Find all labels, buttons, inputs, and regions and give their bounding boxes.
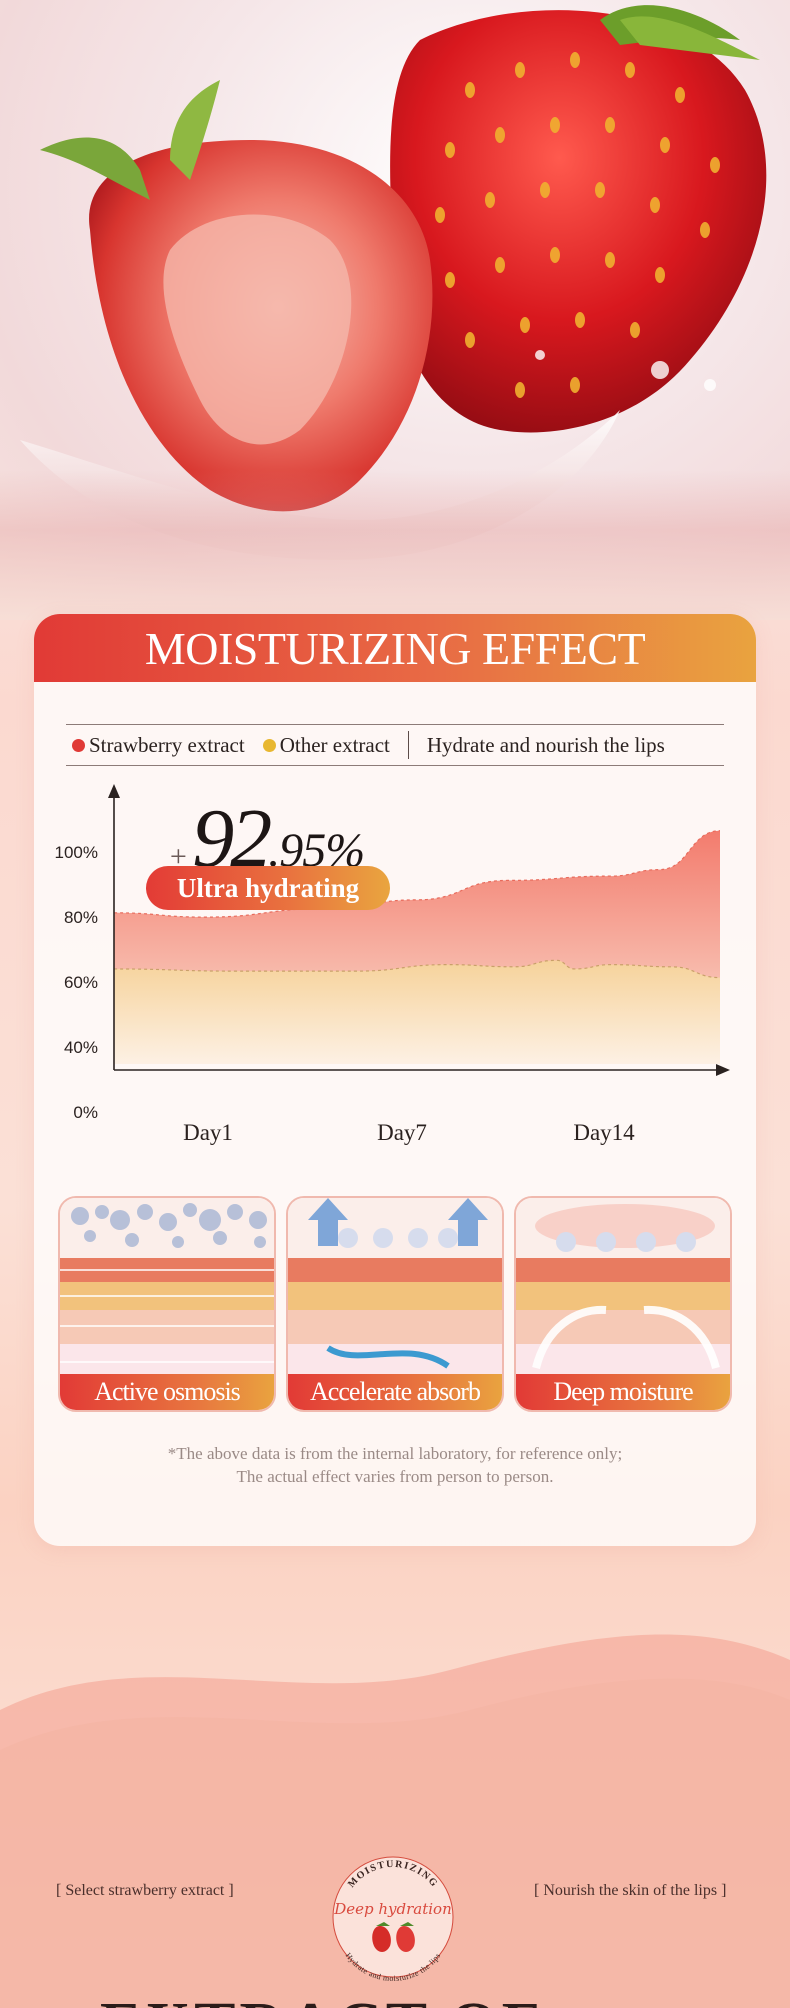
y-tick-label: 60% <box>64 973 98 992</box>
feature-active-osmosis: Active osmosis <box>58 1196 276 1412</box>
y-tick-label: 40% <box>64 1038 98 1057</box>
ultra-hydrating-pill: Ultra hydrating <box>146 866 390 910</box>
feature-label-osmosis: Active osmosis <box>60 1374 274 1410</box>
hero-image <box>0 0 790 620</box>
tag-select-strawberry: [ Select strawberry extract ] <box>56 1882 234 1899</box>
x-tick-label: Day14 <box>573 1120 635 1145</box>
feature-label-moisture: Deep moisture <box>516 1374 730 1410</box>
legend-divider <box>407 731 409 759</box>
legend-dot-strawberry <box>72 738 85 752</box>
legend-dot-other <box>262 738 276 752</box>
feature-deep-moisture: Deep moisture <box>514 1196 732 1412</box>
bottom-wave <box>0 1634 790 2008</box>
feature-accelerate-absorb: Accelerate absorb <box>286 1196 504 1412</box>
y-tick-label: 0% <box>73 1103 98 1122</box>
percentage-prefix: + <box>168 840 189 873</box>
legend-item-strawberry: Strawberry extract <box>72 733 245 758</box>
deep-hydration-badge: MOISTURIZING Hydrate and moisturize the … <box>332 1856 454 1983</box>
series-line-strawberry <box>113 830 721 918</box>
y-tick-label: 80% <box>64 908 98 927</box>
legend-item-other: Other extract <box>262 732 390 758</box>
badge-script: Deep hydration <box>333 1900 452 1918</box>
y-tick-label: 100% <box>55 843 98 862</box>
moisture-chart: 100% 80% 60% 40% 0% Day1 Day7 Day14 <box>55 784 730 1145</box>
bottom-cut-heading: EXTRACT OF <box>100 1988 700 2008</box>
series-area-other <box>114 960 720 1064</box>
water-reflection <box>0 470 790 620</box>
tag-nourish-lips: [ Nourish the skin of the lips ] <box>534 1882 727 1899</box>
series-line-other <box>113 959 721 979</box>
disclaimer: *The above data is from the internal lab… <box>34 1442 756 1488</box>
card-header: MOISTURIZING EFFECT <box>34 614 756 682</box>
badge-strawberry-icon <box>372 1922 415 1952</box>
x-tick-label: Day7 <box>377 1120 427 1145</box>
legend-note: Hydrate and nourish the lips <box>426 732 665 757</box>
x-tick-label: Day1 <box>183 1120 233 1145</box>
chart-legend: Strawberry extract Other extract Hydrate… <box>66 724 724 766</box>
x-axis-arrow <box>716 1064 730 1076</box>
disclaimer-line-1: *The above data is from the internal lab… <box>167 1444 623 1463</box>
y-axis-arrow <box>108 784 120 798</box>
disclaimer-line-2: The actual effect varies from person to … <box>236 1467 554 1486</box>
card-title: MOISTURIZING EFFECT <box>144 622 646 674</box>
legend-label-other: Other extract <box>279 732 390 757</box>
moisturizing-card: MOISTURIZING EFFECT Strawberry extract O… <box>34 614 756 1546</box>
legend-label-strawberry: Strawberry extract <box>89 732 245 757</box>
feature-label-absorb: Accelerate absorb <box>288 1374 502 1410</box>
